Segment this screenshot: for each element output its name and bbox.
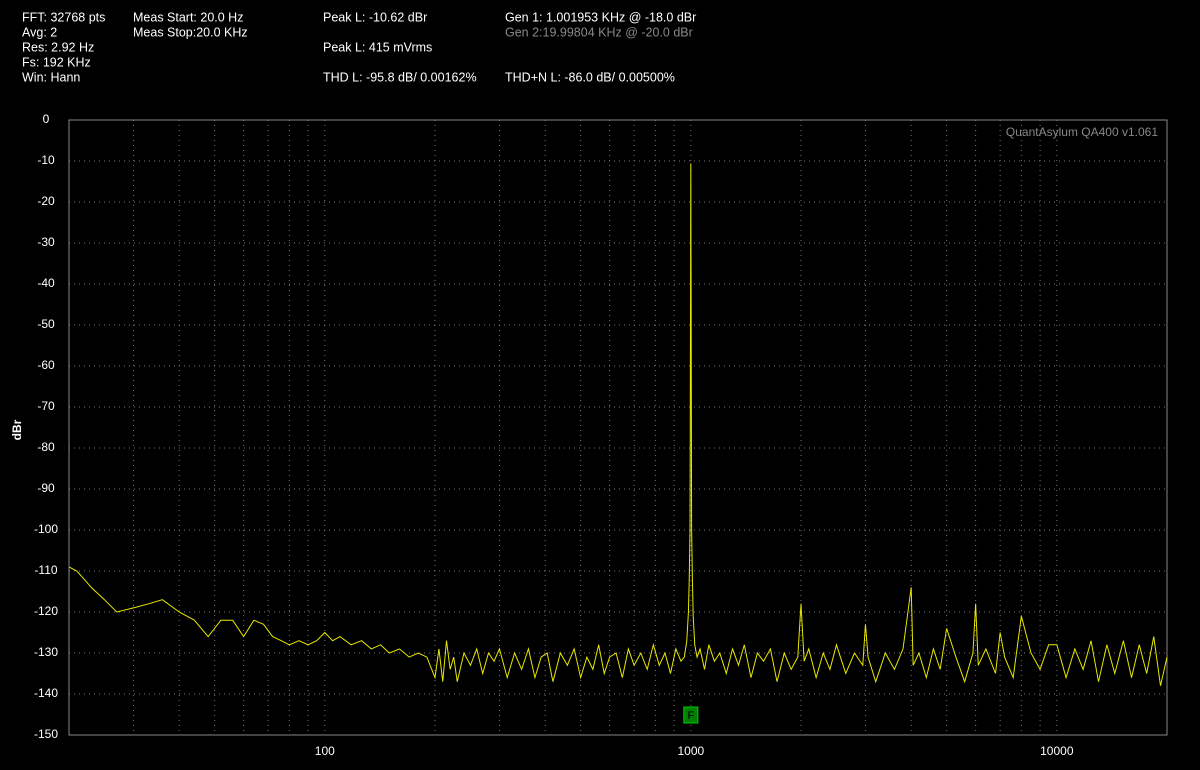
y-tick-label: -80: [37, 440, 55, 454]
y-tick-label: -150: [34, 727, 58, 741]
y-tick-label: -120: [34, 604, 58, 618]
fft-info: FFT: 32768 pts: [22, 10, 105, 24]
x-tick-label: 10000: [1040, 744, 1074, 758]
y-tick-label: -30: [37, 235, 55, 249]
watermark: QuantAsylum QA400 v1.061: [1006, 125, 1158, 139]
y-tick-label: -70: [37, 399, 55, 413]
res-info: Res: 2.92 Hz: [22, 40, 94, 54]
gen2: Gen 2:19.99804 KHz @ -20.0 dBr: [505, 25, 693, 39]
marker-box: [683, 706, 699, 724]
y-tick-label: -100: [34, 522, 58, 536]
peak-dbr: Peak L: -10.62 dBr: [323, 10, 427, 24]
y-tick-label: -60: [37, 358, 55, 372]
y-tick-label: -40: [37, 276, 55, 290]
y-tick-label: -90: [37, 481, 55, 495]
y-tick-label: 0: [43, 112, 50, 126]
x-tick-label: 100: [315, 744, 335, 758]
x-tick-label: 1000: [677, 744, 704, 758]
thdn: THD+N L: -86.0 dB/ 0.00500%: [505, 70, 675, 84]
y-tick-label: -10: [37, 153, 55, 167]
y-tick-label: -50: [37, 317, 55, 331]
y-axis-label: dBr: [10, 419, 24, 440]
y-tick-label: -140: [34, 686, 58, 700]
fs-info: Fs: 192 KHz: [22, 55, 91, 69]
thd: THD L: -95.8 dB/ 0.00162%: [323, 70, 477, 84]
y-tick-label: -20: [37, 194, 55, 208]
win-info: Win: Hann: [22, 70, 80, 84]
y-tick-label: -110: [34, 563, 57, 577]
meas-start: Meas Start: 20.0 Hz: [133, 10, 243, 24]
avg-info: Avg: 2: [22, 25, 57, 39]
peak-mv: Peak L: 415 mVrms: [323, 40, 432, 54]
marker-label: F: [687, 710, 694, 722]
meas-stop: Meas Stop:20.0 KHz: [133, 25, 248, 39]
spectrum-line: [68, 163, 1168, 686]
gen1: Gen 1: 1.001953 KHz @ -18.0 dBr: [505, 10, 696, 24]
plot-border: [68, 119, 1168, 736]
y-tick-label: -130: [34, 645, 58, 659]
